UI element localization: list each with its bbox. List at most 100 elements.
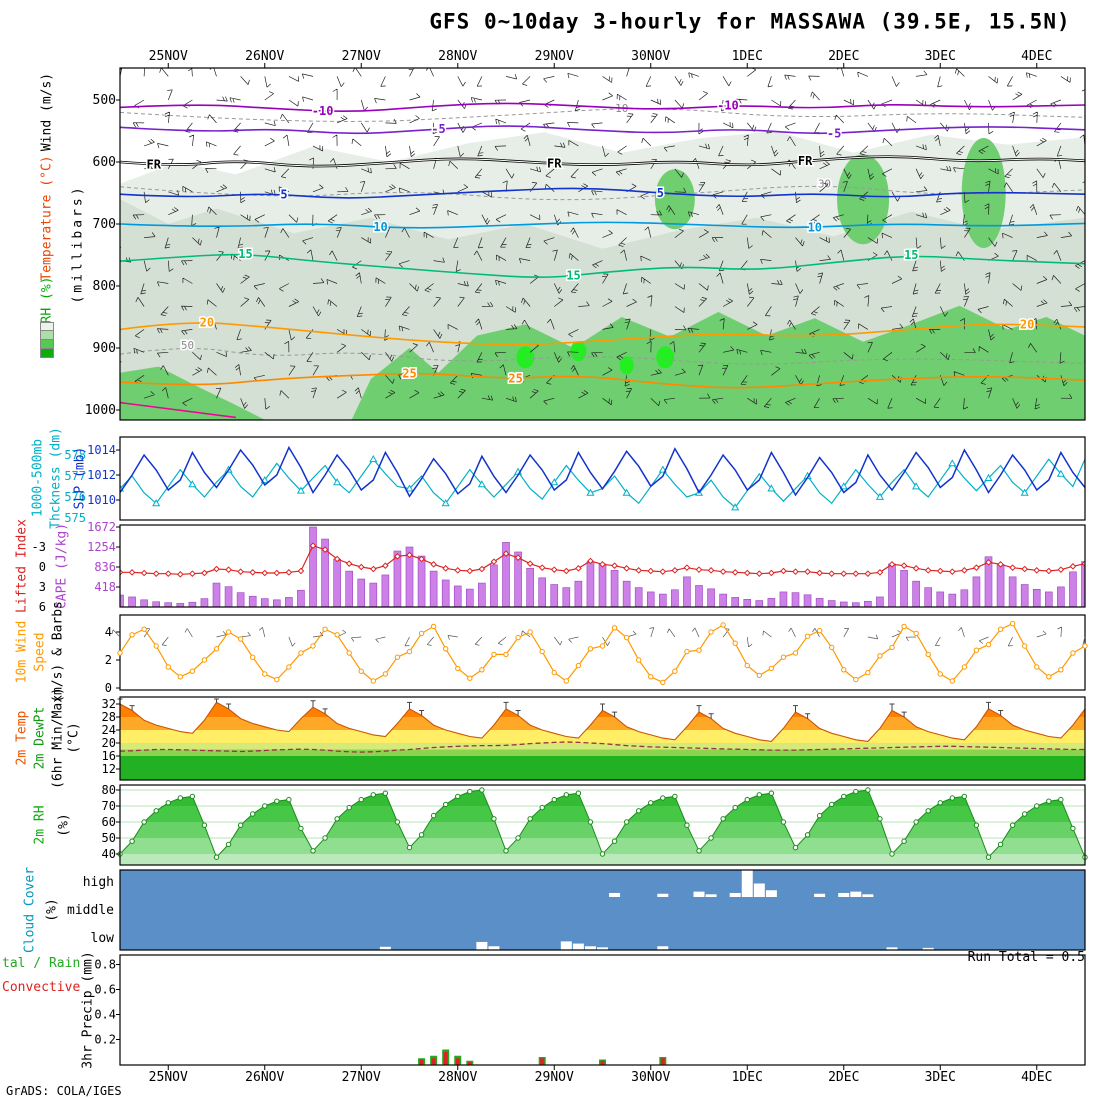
cape-bar [273,599,281,607]
lifted-index-marker [442,565,449,572]
cape-bar [260,598,269,607]
cape-bar [852,602,860,607]
cloud-bar-low [572,943,584,950]
rh2m-marker [623,819,630,825]
upper-air-frame [119,67,1086,421]
wind10m-marker [165,664,171,670]
rh-shade-blob [619,356,634,375]
precip-axis-label: 3hr Precip (mm) [80,951,96,1069]
thickness-marker [658,465,667,473]
lifted-index-marker [237,568,244,575]
cape-bar [659,593,667,607]
slp-thickness-panel [120,445,1085,511]
cape-bar [839,601,848,607]
dewpoint-line [119,741,1085,753]
cloud-bar-low [657,946,669,950]
lifted-index-marker [780,567,787,575]
rh2m-marker [865,787,871,793]
date-label-top: 3DEC [925,49,956,64]
lifted-index-marker [297,567,305,575]
cape-bar [538,577,546,607]
rh2m-marker [599,851,606,857]
wind10m-marker [117,650,123,656]
cape-bar [224,586,233,607]
temp2m-axis-label-1: 2m Temp [14,710,30,766]
lifted-index-marker [189,570,196,577]
cape-bar [598,563,607,607]
precip-tick-label: 0.4 [94,1008,116,1022]
thickness-tick-label: 577 [64,469,86,483]
precip-convective-bar [660,1058,665,1065]
lifted-index-marker [345,560,353,567]
cape-bar [200,598,209,607]
lifted-index-marker [478,565,486,573]
thickness-axis-label-2: Thckness (dm) [48,427,64,529]
temp-tick-label: 28 [102,710,116,724]
wind10m-marker [430,623,437,630]
cape-bar [176,603,185,607]
cloud-bar-low [886,947,898,950]
rh2m-marker [997,841,1004,848]
rh-contour [120,185,1085,201]
cape-li-panel [120,526,1085,607]
temp-contour--10 [120,102,1085,113]
lifted-index-marker [382,562,389,569]
wind10m-marker [1009,620,1016,627]
rh-contour [120,348,1085,365]
wind10m-marker [551,669,557,676]
lifted-index-marker [357,563,365,571]
cape-bar [900,570,908,607]
date-label-bottom: 25NOV [149,1070,188,1085]
cape-bar [984,556,993,607]
cape-bar [152,601,160,607]
cape-frame [119,524,1086,608]
wind10m-marker [1046,674,1052,680]
precip-tick-label: 0.6 [94,983,116,997]
cape-bar [188,601,197,607]
upper-temperature-axis-label: Temperature (°C) [39,155,55,281]
rh-colorbar-cell [40,349,54,358]
wind10m-marker [575,662,582,669]
cloud-bar-low [584,946,596,950]
wind10m-marker [141,626,147,632]
wind10m-marker [853,676,859,683]
lifted-index-marker [1021,565,1028,573]
contour-label: -10 [717,99,739,113]
cape-bar [743,599,752,607]
cloud-bar-high [862,894,874,897]
wind10m-marker [479,667,485,673]
lifted-index-marker [563,567,570,575]
lifted-index-marker [152,570,160,577]
thickness-marker [188,480,197,488]
date-label-bottom: 30NOV [631,1070,670,1085]
lifted-index-marker [961,567,968,574]
rh2m-marker [587,819,594,825]
slp-frame [119,436,1086,521]
lifted-index-marker [792,568,799,575]
rh2m-marker [792,844,799,851]
lifted-index-marker [550,566,558,573]
lifted-index-marker [756,570,763,577]
wind10m-marker [768,665,775,672]
cape-bar [646,591,655,607]
precip-tick-label: 0.2 [94,1033,116,1047]
contour-label: -10 [312,104,334,118]
cloud-bar-high [741,870,753,897]
lifted-index-marker [731,569,739,576]
date-label-bottom: 27NOV [342,1070,381,1085]
rh2m-marker [756,792,763,798]
rh2m-panel [120,790,1085,865]
cape-bar [466,588,474,607]
rh2m-marker [274,798,280,804]
li-tick-label: 3 [39,580,46,594]
lifted-index-marker [659,568,667,575]
rh2m-marker [237,822,244,828]
slp-tick-label: 1012 [87,468,116,482]
cape-bar [1069,571,1077,607]
date-label-top: 26NOV [245,49,284,64]
thickness-marker [333,478,342,486]
rh2m-marker [286,796,292,803]
temp-minmax-whiskers [117,698,1004,719]
thickness-marker [586,488,595,496]
wind10m-marker [865,669,871,676]
